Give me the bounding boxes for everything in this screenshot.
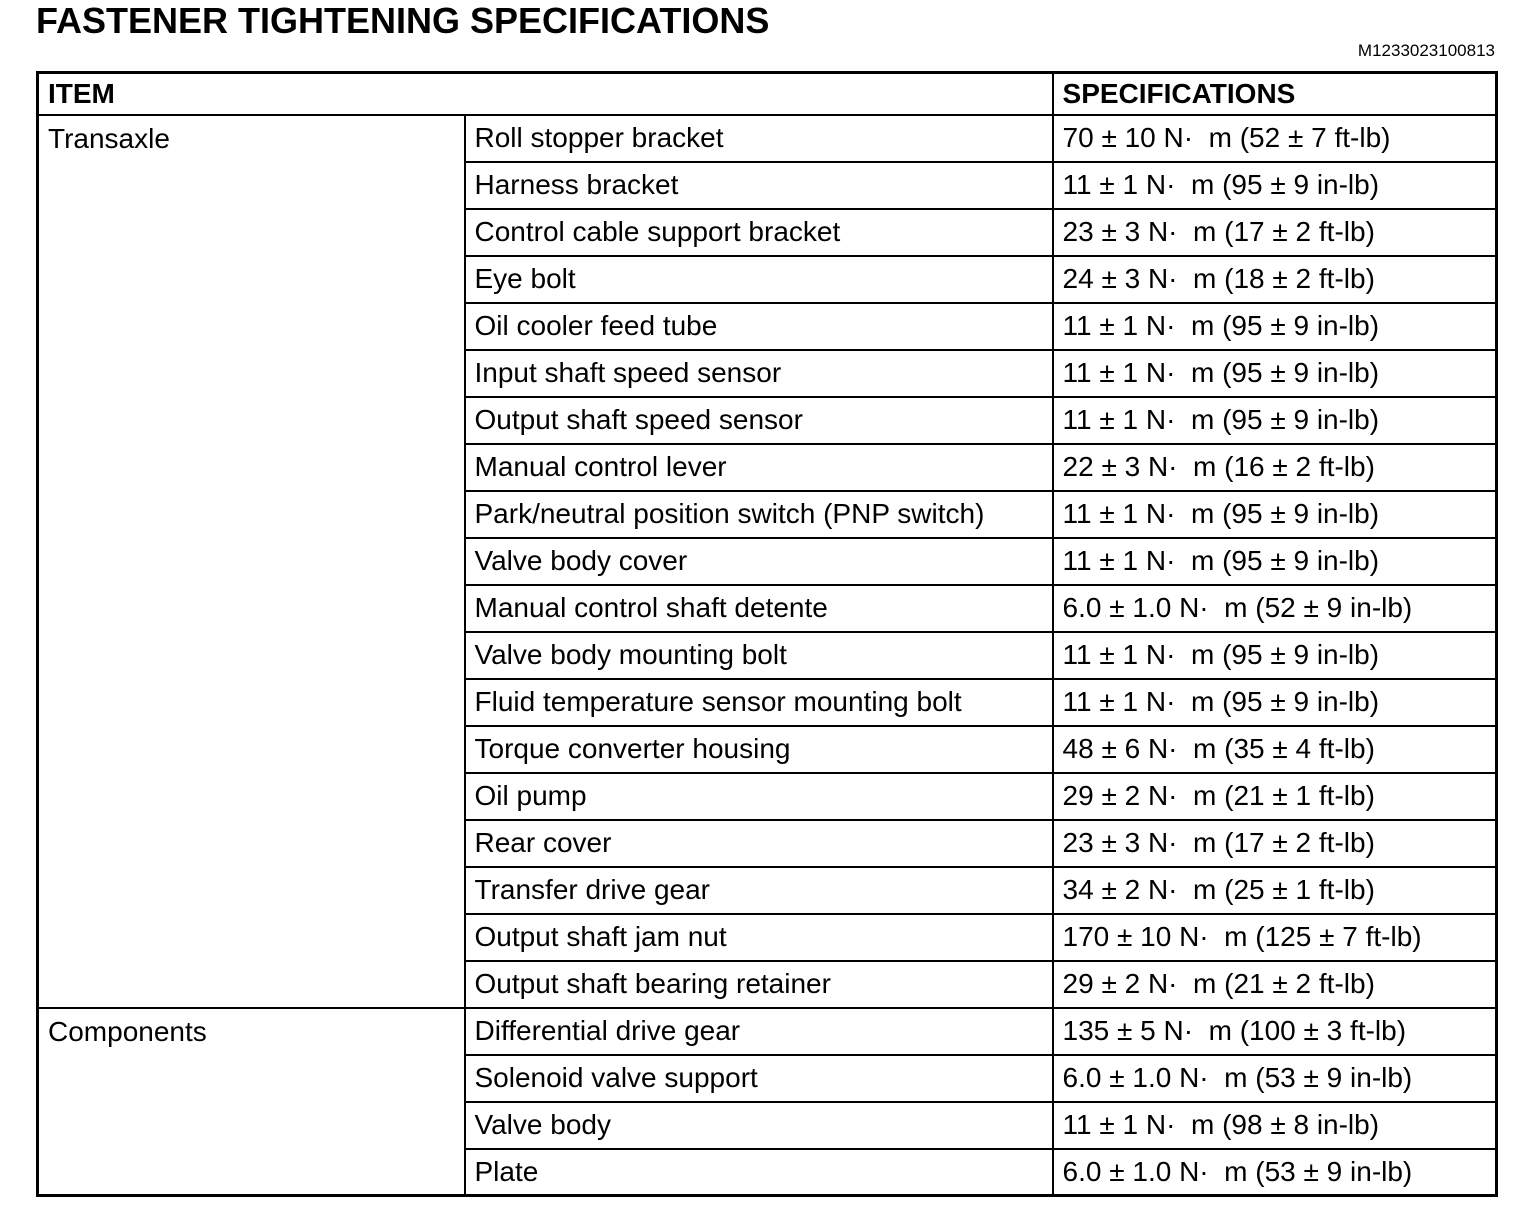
table-row: Control cable support bracket 23 ± 3 N· m… bbox=[38, 207, 1498, 257]
table-row: Eye bolt 24 ± 3 N· m (18 ± 2 ft-lb) bbox=[38, 254, 1498, 304]
item-cell: Output shaft jam nut bbox=[463, 912, 1054, 962]
table-row: Rear cover 23 ± 3 N· m (17 ± 2 ft-lb) bbox=[38, 818, 1498, 868]
item-cell: Torque converter housing bbox=[463, 724, 1054, 774]
table-row: Transfer drive gear 34 ± 2 N· m (25 ± 1 f… bbox=[38, 865, 1498, 915]
table-row: Transaxle Roll stopper bracket 70 ± 10 N· … bbox=[36, 113, 1498, 1009]
column-header-item: ITEM bbox=[36, 71, 1054, 116]
table-row: Plate 6.0 ± 1.0 N· m (53 ± 9 in-lb) bbox=[38, 1147, 1498, 1197]
spec-cell: 48 ± 6 N· m (35 ± 4 ft-lb) bbox=[1051, 724, 1498, 774]
item-cell: Output shaft bearing retainer bbox=[463, 959, 1054, 1009]
spec-cell: 23 ± 3 N· m (17 ± 2 ft-lb) bbox=[1051, 818, 1498, 868]
fastener-spec-table: ITEM SPECIFICATIONS Transaxle Roll stoppe… bbox=[36, 71, 1499, 1198]
spec-cell: 11 ± 1 N· m (95 ± 9 in-lb) bbox=[1051, 536, 1498, 586]
spec-cell: 23 ± 3 N· m (17 ± 2 ft-lb) bbox=[1051, 207, 1498, 257]
table-row: Valve body cover 11 ± 1 N· m (95 ± 9 in-l… bbox=[38, 536, 1498, 586]
spec-cell: 11 ± 1 N· m (95 ± 9 in-lb) bbox=[1051, 160, 1498, 210]
spec-cell: 29 ± 2 N· m (21 ± 2 ft-lb) bbox=[1051, 959, 1498, 1009]
table-row: Output shaft speed sensor 11 ± 1 N· m (95… bbox=[38, 395, 1498, 445]
item-cell: Valve body bbox=[463, 1100, 1054, 1150]
spec-cell: 11 ± 1 N· m (95 ± 9 in-lb) bbox=[1051, 348, 1498, 398]
table-row: Oil cooler feed tube 11 ± 1 N· m (95 ± 9 … bbox=[38, 301, 1498, 351]
item-cell: Eye bolt bbox=[463, 254, 1054, 304]
spec-cell: 34 ± 2 N· m (25 ± 1 ft-lb) bbox=[1051, 865, 1498, 915]
table-row: Output shaft bearing retainer 29 ± 2 N· m… bbox=[38, 959, 1498, 1009]
spec-cell: 6.0 ± 1.0 N· m (53 ± 9 in-lb) bbox=[1051, 1147, 1498, 1197]
spec-cell: 11 ± 1 N· m (95 ± 9 in-lb) bbox=[1051, 630, 1498, 680]
spec-cell: 22 ± 3 N· m (16 ± 2 ft-lb) bbox=[1051, 442, 1498, 492]
group-cell-components: Components bbox=[36, 1006, 466, 1197]
item-cell: Oil cooler feed tube bbox=[463, 301, 1054, 351]
table-row: Solenoid valve support 6.0 ± 1.0 N· m (53… bbox=[38, 1053, 1498, 1103]
item-cell: Input shaft speed sensor bbox=[463, 348, 1054, 398]
item-cell: Oil pump bbox=[463, 771, 1054, 821]
item-cell: Harness bracket bbox=[463, 160, 1054, 210]
table-row: Park/neutral position switch (PNP switch… bbox=[38, 489, 1498, 539]
doc-code: M1233023100813 bbox=[1357, 40, 1495, 60]
group-cell-transaxle: Transaxle bbox=[36, 113, 466, 1009]
table-row: Harness bracket 11 ± 1 N· m (95 ± 9 in-lb… bbox=[38, 160, 1498, 210]
spec-cell: 11 ± 1 N· m (95 ± 9 in-lb) bbox=[1051, 395, 1498, 445]
table-row: Manual control lever 22 ± 3 N· m (16 ± 2 … bbox=[38, 442, 1498, 492]
item-cell: Output shaft speed sensor bbox=[463, 395, 1054, 445]
spec-table-body: Transaxle Roll stopper bracket 70 ± 10 N· … bbox=[36, 113, 1498, 1197]
table-row: Valve body mounting bolt 11 ± 1 N· m (95 … bbox=[38, 630, 1498, 680]
item-cell: Transfer drive gear bbox=[463, 865, 1054, 915]
table-row: Output shaft jam nut 170 ± 10 N· m (125 ±… bbox=[38, 912, 1498, 962]
spec-cell: 11 ± 1 N· m (95 ± 9 in-lb) bbox=[1051, 489, 1498, 539]
spec-cell: 11 ± 1 N· m (95 ± 9 in-lb) bbox=[1051, 301, 1498, 351]
item-cell: Manual control shaft detente bbox=[463, 583, 1054, 633]
page-title: FASTENER TIGHTENING SPECIFICATIONS bbox=[36, 0, 770, 41]
item-cell: Rear cover bbox=[463, 818, 1054, 868]
item-cell: Plate bbox=[463, 1147, 1054, 1197]
spec-cell: 11 ± 1 N· m (95 ± 9 in-lb) bbox=[1051, 677, 1498, 727]
item-cell: Valve body mounting bolt bbox=[463, 630, 1054, 680]
table-row: Manual control shaft detente 6.0 ± 1.0 N·… bbox=[38, 583, 1498, 633]
table-row: Oil pump 29 ± 2 N· m (21 ± 1 ft-lb) bbox=[38, 771, 1498, 821]
item-cell: Fluid temperature sensor mounting bolt bbox=[463, 677, 1054, 727]
table-row: Input shaft speed sensor 11 ± 1 N· m (95 … bbox=[38, 348, 1498, 398]
table-row: Torque converter housing 48 ± 6 N· m (35 … bbox=[38, 724, 1498, 774]
item-cell: Control cable support bracket bbox=[463, 207, 1054, 257]
item-cell: Manual control lever bbox=[463, 442, 1054, 492]
item-cell: Differential drive gear bbox=[463, 1006, 1054, 1056]
header-row: ITEM SPECIFICATIONS bbox=[36, 71, 1498, 116]
item-cell: Park/neutral position switch (PNP switch… bbox=[463, 489, 1054, 539]
spec-cell: 29 ± 2 N· m (21 ± 1 ft-lb) bbox=[1051, 771, 1498, 821]
spec-cell: 6.0 ± 1.0 N· m (52 ± 9 in-lb) bbox=[1051, 583, 1498, 633]
spec-cell: 70 ± 10 N· m (52 ± 7 ft-lb) bbox=[1051, 113, 1498, 163]
item-cell: Valve body cover bbox=[463, 536, 1054, 586]
spec-cell: 11 ± 1 N· m (98 ± 8 in-lb) bbox=[1051, 1100, 1498, 1150]
table-row: Fluid temperature sensor mounting bolt 11… bbox=[38, 677, 1498, 727]
spec-cell: 24 ± 3 N· m (18 ± 2 ft-lb) bbox=[1051, 254, 1498, 304]
spec-cell: 170 ± 10 N· m (125 ± 7 ft-lb) bbox=[1051, 912, 1498, 962]
column-header-specifications: SPECIFICATIONS bbox=[1051, 71, 1498, 116]
item-cell: Solenoid valve support bbox=[463, 1053, 1054, 1103]
item-cell: Roll stopper bracket bbox=[463, 113, 1054, 163]
spec-cell: 6.0 ± 1.0 N· m (53 ± 9 in-lb) bbox=[1051, 1053, 1498, 1103]
table-row: Valve body 11 ± 1 N· m (98 ± 8 in-lb) bbox=[38, 1100, 1498, 1150]
spec-cell: 135 ± 5 N· m (100 ± 3 ft-lb) bbox=[1051, 1006, 1498, 1056]
table-row: Components Differential drive gear 135 ± 5… bbox=[36, 1006, 1498, 1197]
